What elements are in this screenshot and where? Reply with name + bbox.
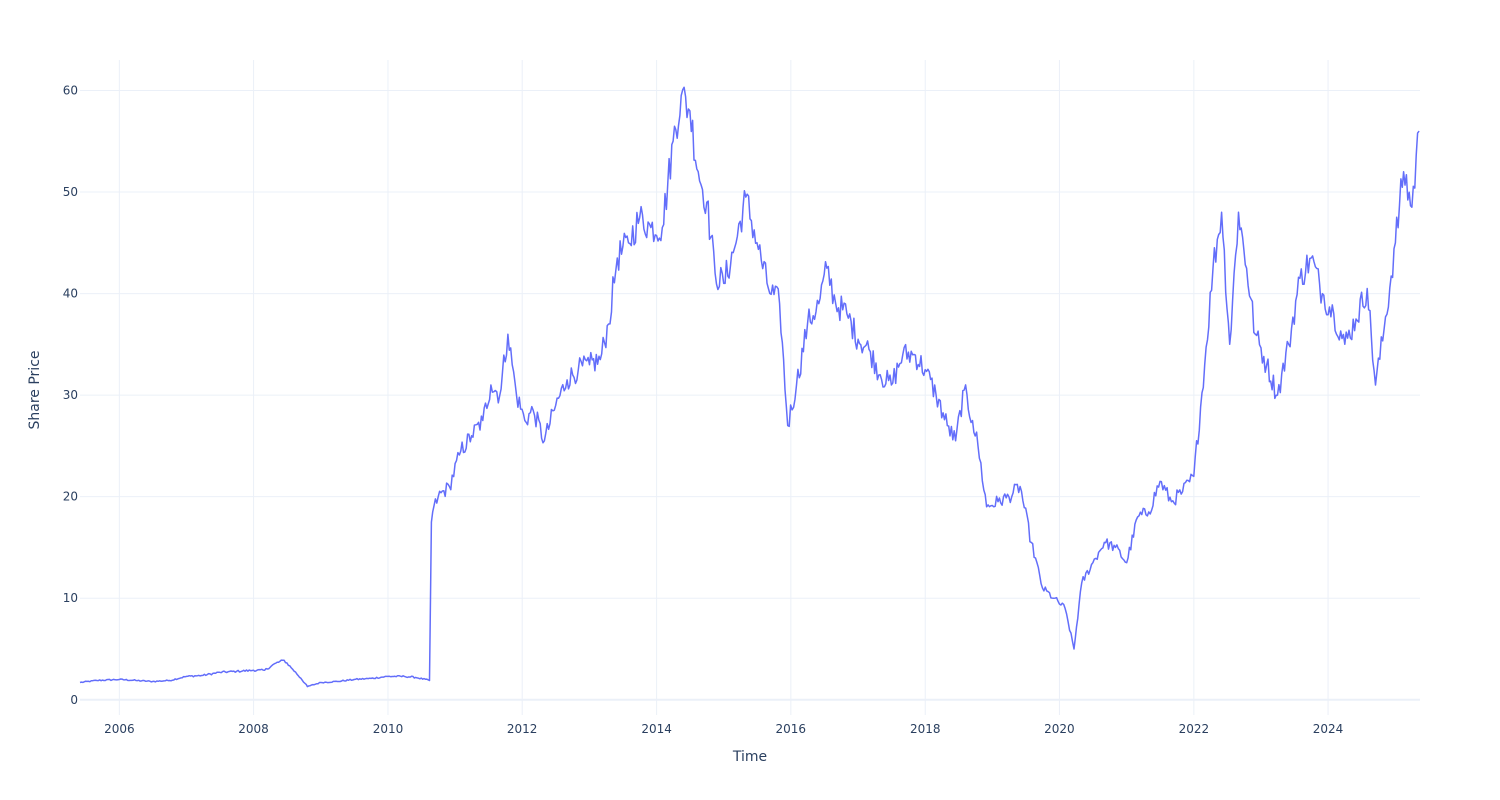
x-tick-label: 2022 bbox=[1179, 722, 1210, 736]
x-tick-label: 2014 bbox=[641, 722, 672, 736]
x-tick-label: 2006 bbox=[104, 722, 135, 736]
y-axis-title: Share Price bbox=[27, 350, 43, 429]
y-tick-label: 50 bbox=[63, 185, 78, 199]
y-tick-label: 10 bbox=[63, 591, 78, 605]
y-tick-label: 0 bbox=[70, 693, 78, 707]
y-tick-label: 20 bbox=[63, 490, 78, 504]
x-tick-label: 2016 bbox=[776, 722, 807, 736]
x-axis-ticks: 2006 2008 2010 2012 2014 2016 2018 2020 2022 2024 bbox=[104, 722, 1343, 736]
x-tick-label: 2008 bbox=[238, 722, 269, 736]
x-axis-title: Time bbox=[732, 749, 767, 765]
y-axis-ticks: 0 10 20 30 40 50 60 bbox=[63, 83, 78, 706]
y-tick-label: 40 bbox=[63, 287, 78, 301]
x-tick-label: 2010 bbox=[373, 722, 404, 736]
x-tick-label: 2024 bbox=[1313, 722, 1344, 736]
x-tick-label: 2012 bbox=[507, 722, 538, 736]
share-price-line bbox=[79, 86, 1420, 688]
y-tick-label: 60 bbox=[63, 83, 78, 97]
x-tick-label: 2020 bbox=[1044, 722, 1075, 736]
grid-lines bbox=[80, 60, 1420, 715]
y-tick-label: 30 bbox=[63, 388, 78, 402]
plot-area bbox=[79, 86, 1420, 688]
x-tick-label: 2018 bbox=[910, 722, 941, 736]
